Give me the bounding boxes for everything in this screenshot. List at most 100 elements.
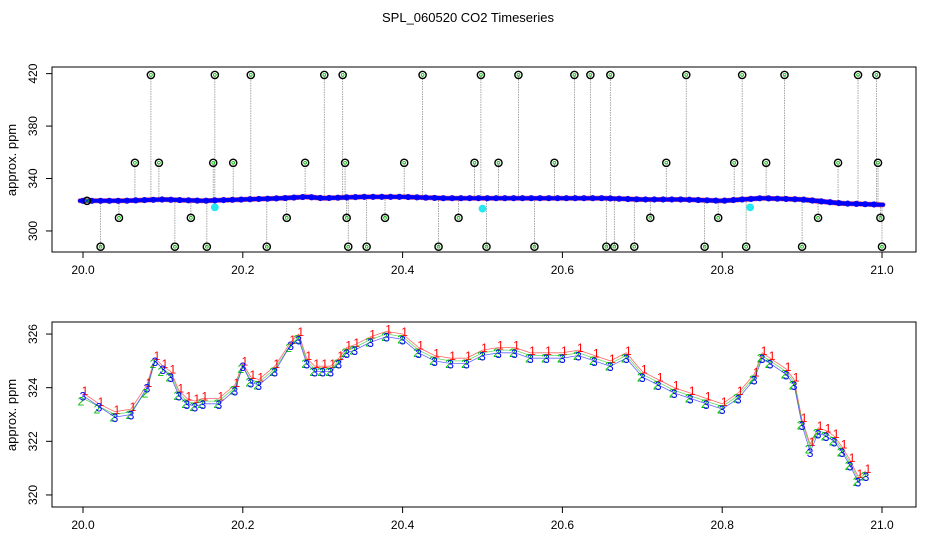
baseline-point bbox=[369, 193, 377, 200]
series-3-point: 3 bbox=[319, 366, 326, 380]
outlier-point bbox=[454, 213, 463, 223]
baseline-point bbox=[299, 193, 306, 201]
y-tick-label: 322 bbox=[26, 431, 40, 451]
top-plot-y-axis-label: approx. ppm bbox=[4, 124, 19, 196]
outlier-point bbox=[146, 70, 156, 80]
series-2-point: 2 bbox=[733, 392, 740, 406]
series-3-point: 3 bbox=[543, 352, 550, 366]
baseline-point bbox=[334, 194, 341, 201]
baseline-point bbox=[457, 195, 465, 202]
baseline-point bbox=[343, 194, 350, 201]
baseline-point bbox=[229, 196, 236, 203]
series-3-point: 3 bbox=[447, 358, 454, 372]
outlier-point-inner bbox=[343, 160, 347, 165]
baseline-point bbox=[554, 195, 561, 202]
series-1-point: 1 bbox=[170, 363, 177, 377]
series-1-point: 1 bbox=[801, 411, 808, 425]
baseline-point bbox=[642, 196, 649, 203]
series-1-point: 1 bbox=[369, 328, 376, 342]
outlier-point-inner bbox=[98, 244, 103, 249]
series-3-point: 3 bbox=[192, 400, 199, 414]
baseline-point bbox=[536, 195, 544, 202]
series-2-point: 2 bbox=[253, 378, 260, 392]
series-1-point: 1 bbox=[721, 395, 728, 409]
series-1-point: 1 bbox=[321, 357, 328, 371]
outlier-point-inner bbox=[211, 160, 216, 165]
series-3-point: 3 bbox=[80, 390, 87, 404]
series-1-point: 1 bbox=[705, 389, 712, 403]
baseline-point bbox=[282, 194, 289, 202]
series-2-point: 2 bbox=[789, 378, 796, 392]
outlier-point-inner bbox=[231, 160, 236, 165]
series-1-point: 1 bbox=[241, 355, 248, 369]
series-1-point: 1 bbox=[337, 349, 344, 363]
outlier-point-inner bbox=[836, 160, 840, 165]
series-2-point: 2 bbox=[837, 445, 844, 459]
series-3-point: 3 bbox=[639, 371, 646, 385]
series-1-point: 1 bbox=[186, 389, 193, 403]
outlier-point-inner bbox=[303, 160, 307, 165]
series-3-point: 3 bbox=[271, 366, 278, 380]
outlier-point-inner bbox=[496, 160, 501, 165]
series-1-point: 1 bbox=[857, 467, 864, 481]
baseline-point bbox=[431, 194, 438, 202]
series-3-point: 3 bbox=[231, 384, 238, 398]
baseline-point bbox=[246, 196, 254, 203]
series-1-point: 1 bbox=[329, 357, 336, 371]
outlier-point-inner bbox=[402, 160, 406, 165]
baseline-point bbox=[378, 193, 385, 200]
series-2-point: 2 bbox=[805, 443, 812, 457]
outlier-point bbox=[853, 70, 863, 80]
outlier-point bbox=[833, 158, 843, 168]
series-2-point: 2 bbox=[765, 357, 772, 371]
series-1-point: 1 bbox=[154, 349, 161, 363]
series-1-point: 1 bbox=[433, 347, 440, 361]
baseline-point bbox=[194, 197, 201, 204]
series-3-point: 3 bbox=[168, 371, 175, 385]
series-1-point: 1 bbox=[217, 389, 224, 403]
outlier-point bbox=[82, 196, 92, 206]
series-2-point: 2 bbox=[333, 357, 340, 371]
baseline-point bbox=[396, 193, 403, 200]
top-plot-axes: 20.0 20.2 20.4 20.6 20.8 21.0 300 340 380 420 bbox=[26, 63, 894, 277]
y-tick-label: 420 bbox=[26, 63, 40, 83]
series-2-point: 2 bbox=[845, 459, 852, 473]
baseline-point bbox=[97, 197, 104, 204]
outlier-point-inner bbox=[648, 216, 653, 220]
baseline-point bbox=[721, 197, 728, 204]
series-2-point: 2 bbox=[365, 335, 372, 349]
series-1-point: 1 bbox=[593, 347, 600, 361]
x-tick-label: 20.8 bbox=[711, 263, 735, 277]
series-3-point: 3 bbox=[367, 336, 374, 350]
outlier-point-inner bbox=[205, 244, 209, 249]
series-3-point: 3 bbox=[623, 352, 630, 366]
baseline-point bbox=[141, 196, 148, 204]
cyan-point bbox=[746, 203, 755, 212]
series-1-point: 1 bbox=[849, 451, 856, 465]
baseline-point bbox=[651, 196, 658, 203]
outlier-point bbox=[228, 158, 238, 168]
outlier-point-inner bbox=[264, 244, 269, 249]
series-1-point: 1 bbox=[289, 333, 296, 347]
series-2-point: 2 bbox=[190, 400, 197, 414]
baseline-point bbox=[449, 195, 456, 202]
outlier-point bbox=[681, 70, 691, 80]
outlier-point bbox=[362, 242, 371, 251]
outlier-point bbox=[434, 242, 443, 251]
x-tick-label: 20.4 bbox=[391, 518, 415, 532]
series-2-point: 2 bbox=[669, 386, 676, 400]
outlier-point-inner bbox=[420, 73, 425, 77]
series-3-point: 3 bbox=[343, 347, 350, 361]
series-2-point: 2 bbox=[293, 333, 300, 347]
series-3-point: 3 bbox=[112, 411, 119, 425]
outlier-point-inner bbox=[702, 244, 707, 249]
outlier-point bbox=[873, 158, 883, 168]
series-1-point: 1 bbox=[793, 371, 800, 385]
series-2-point: 2 bbox=[413, 346, 420, 360]
series-3-point: 3 bbox=[703, 398, 710, 412]
baseline-point bbox=[387, 193, 394, 200]
outlier-point bbox=[570, 70, 579, 80]
series-3-point: 3 bbox=[807, 446, 814, 460]
baseline-point bbox=[589, 195, 596, 202]
